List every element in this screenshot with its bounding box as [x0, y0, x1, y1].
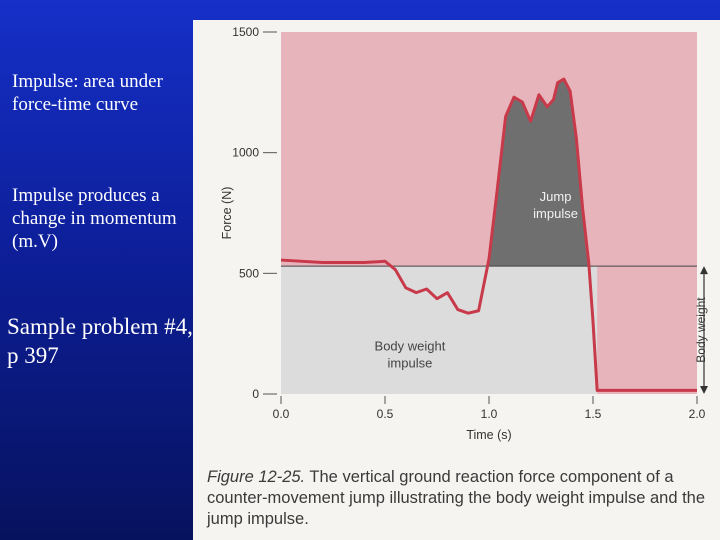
- y-tick-label: 1000: [232, 146, 259, 160]
- x-tick-label: 0.5: [377, 407, 394, 421]
- body-weight-side-label: Body weight: [694, 297, 708, 363]
- x-tick-label: 2.0: [689, 407, 706, 421]
- y-tick-label: 500: [239, 266, 259, 280]
- impulse-definition-text: Impulse: area under force-time curve: [12, 71, 163, 115]
- figure-caption-label: Figure 12-25.: [207, 468, 306, 486]
- y-tick-label: 0: [252, 387, 259, 401]
- momentum-change-text: Impulse produces a change in momentum (m…: [12, 185, 177, 252]
- sample-problem-text: Sample problem #4, p 397: [7, 314, 193, 368]
- y-axis-title: Force (N): [220, 187, 234, 240]
- force-time-chart: 0 500 1000 1500 0.0 0.5 1.0 1.5 2.0 Body weight …: [220, 25, 708, 442]
- label-line: Body weight: [375, 339, 446, 354]
- body-weight-impulse-area: [281, 266, 598, 394]
- x-tick-label: 1.0: [481, 407, 498, 421]
- x-axis-title: Time (s): [466, 428, 511, 442]
- force-curve-line: [280, 77, 697, 392]
- label-line: impulse: [388, 356, 433, 371]
- jump-impulse-area: [487, 79, 590, 267]
- x-tick-label: 1.5: [585, 407, 602, 421]
- y-tick-label: 1500: [232, 25, 259, 39]
- arrow-head-up-icon: [700, 266, 708, 275]
- figure-caption-text: The vertical ground reaction force compo…: [207, 468, 706, 528]
- figure-caption: Figure 12-25. The vertical ground reacti…: [207, 467, 712, 530]
- body-weight-impulse-label: Body weight impulse: [375, 339, 446, 371]
- x-tick-label: 0.0: [273, 407, 290, 421]
- figure-panel: 0 500 1000 1500 0.0 0.5 1.0 1.5 2.0 Body weight …: [193, 20, 720, 540]
- jump-impulse-label: Jump impulse: [533, 189, 578, 221]
- label-line: Jump: [540, 189, 572, 204]
- arrow-head-down-icon: [700, 386, 708, 394]
- label-line: impulse: [533, 206, 578, 221]
